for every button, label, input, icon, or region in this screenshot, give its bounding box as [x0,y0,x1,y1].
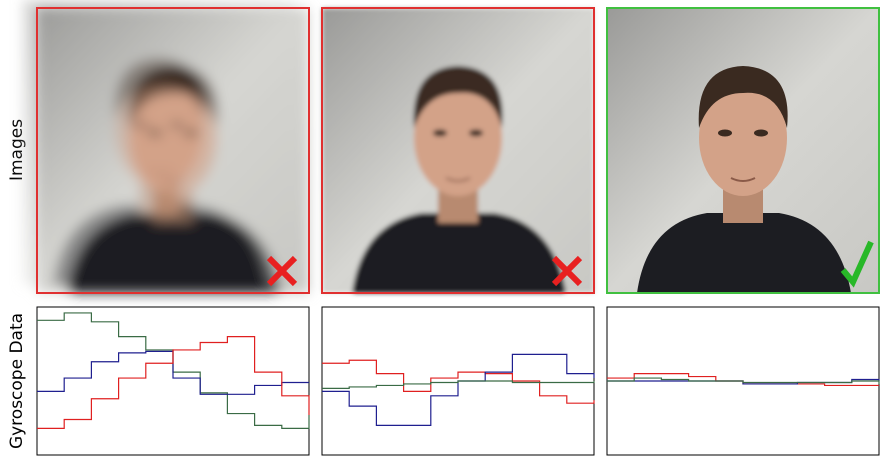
gyro-line [607,377,880,384]
accept-icon [840,240,874,288]
photo [22,0,310,294]
reject-icon [551,255,583,287]
plot-frame [36,306,310,456]
row-label: Gyroscope Data [7,313,27,449]
gyro-line [37,336,310,429]
gyro-line [322,380,595,389]
photo [321,7,595,294]
gyro-line [322,359,595,404]
reject-icon [266,255,298,287]
photo [606,7,880,294]
gyro-line [322,353,595,426]
row-label: Images [7,119,27,181]
